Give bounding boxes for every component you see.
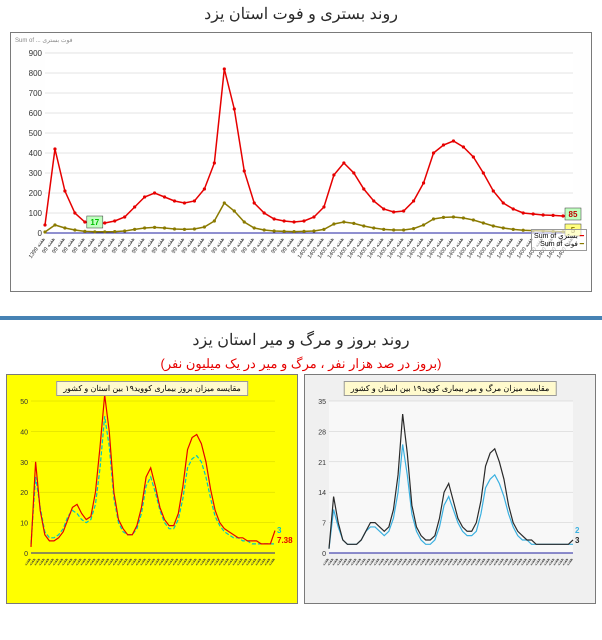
svg-text:900: 900 <box>29 49 43 58</box>
top-legend: ━ بستری Sum of ━ فوت Sum of <box>531 229 587 251</box>
br-mini-title: مقایسه میزان مرگ و میر بیماری کووید۱۹ بی… <box>344 381 557 396</box>
svg-text:400: 400 <box>29 149 43 158</box>
bottom-panel: روند بروز و مرگ و میر استان یزد (بروز در… <box>0 320 602 604</box>
svg-text:800: 800 <box>29 69 43 78</box>
svg-text:700: 700 <box>29 89 43 98</box>
svg-text:40: 40 <box>20 429 28 436</box>
svg-text:7: 7 <box>322 521 326 528</box>
top-chart: Sum of ... فوت بستری 0 100 200 300 400 500 600… <box>10 32 592 292</box>
svg-text:7.38: 7.38 <box>277 536 293 545</box>
bottom-left-chart: مقایسه میزان بروز بیماری کووید۱۹ بین است… <box>6 374 298 604</box>
top-chart-svg: 0100200300400500600700800900هفته 1399هفت… <box>11 33 593 289</box>
svg-text:0: 0 <box>38 229 43 238</box>
svg-text:500: 500 <box>29 129 43 138</box>
bl-chart-svg: 01020304050هفتههفتههفتههفتههفتههفتههفتهه… <box>7 375 297 601</box>
svg-text:3: 3 <box>575 536 580 545</box>
bottom-row: مقایسه میزان بروز بیماری کووید۱۹ بین است… <box>0 374 602 604</box>
top-title: روند بستری و فوت استان یزد <box>0 0 602 28</box>
svg-text:21: 21 <box>318 460 326 467</box>
svg-text:100: 100 <box>29 209 43 218</box>
svg-text:35: 35 <box>318 399 326 406</box>
legend-item: ━ بستری Sum of <box>534 232 584 240</box>
svg-text:300: 300 <box>29 169 43 178</box>
svg-text:28: 28 <box>318 429 326 436</box>
svg-text:3: 3 <box>277 526 282 535</box>
svg-text:20: 20 <box>20 490 28 497</box>
svg-text:2: 2 <box>575 526 580 535</box>
corner-label: Sum of ... فوت بستری <box>15 37 72 44</box>
svg-text:30: 30 <box>20 460 28 467</box>
svg-text:50: 50 <box>20 399 28 406</box>
bottom-subtitle: (بروز در صد هزار نفر ، مرگ و میر در یک م… <box>0 354 602 374</box>
svg-text:200: 200 <box>29 189 43 198</box>
svg-text:85: 85 <box>569 210 578 219</box>
svg-text:17: 17 <box>90 218 99 227</box>
top-panel: روند بستری و فوت استان یزد Sum of ... فو… <box>0 0 602 320</box>
legend-item: ━ فوت Sum of <box>534 240 584 248</box>
svg-text:10: 10 <box>20 521 28 528</box>
bl-mini-title: مقایسه میزان بروز بیماری کووید۱۹ بین است… <box>56 381 248 396</box>
svg-text:600: 600 <box>29 109 43 118</box>
bottom-title: روند بروز و مرگ و میر استان یزد <box>0 326 602 354</box>
svg-text:14: 14 <box>318 490 326 497</box>
br-chart-svg: 0714212835هفتههفتههفتههفتههفتههفتههفتههف… <box>305 375 595 601</box>
bottom-right-chart: مقایسه میزان مرگ و میر بیماری کووید۱۹ بی… <box>304 374 596 604</box>
